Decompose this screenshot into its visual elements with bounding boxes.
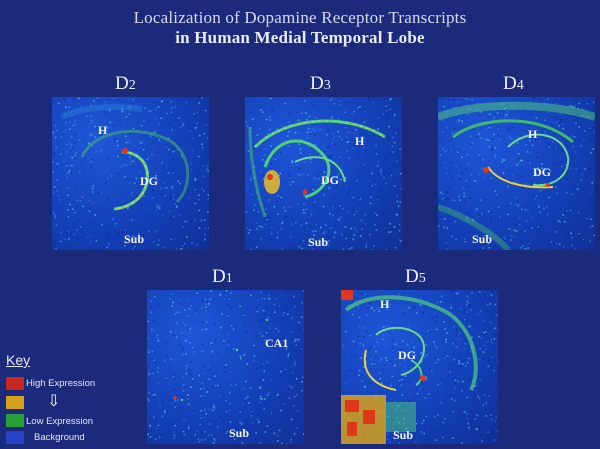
swatch-low-expression [6, 414, 24, 427]
key-title: Key [6, 352, 31, 368]
figure-title-line1: Localization of Dopamine Receptor Transc… [133, 8, 467, 27]
swatch-background [6, 431, 24, 444]
key-label-high-expression: High Expression [26, 378, 96, 389]
down-arrow-icon: ⇩ [47, 393, 61, 410]
panel-label-d1: D1 [212, 266, 233, 287]
label-ca1: CA1 [265, 336, 289, 350]
label-dentate-gyrus: DG [398, 348, 416, 362]
label-hippocampus: H [98, 123, 108, 137]
label-hippocampus: H [528, 127, 538, 141]
label-subiculum: Sub [124, 232, 145, 246]
figure-title-line2: in Human Medial Temporal Lobe [175, 28, 425, 47]
expression-map-d1 [147, 290, 304, 444]
label-hippocampus: H [380, 297, 390, 311]
expression-map-d4 [438, 97, 595, 250]
label-dentate-gyrus: DG [321, 173, 339, 187]
label-hippocampus: H [355, 134, 365, 148]
label-subiculum: Sub [472, 232, 493, 246]
swatch-medium-expression [6, 396, 24, 409]
expression-map-d2 [52, 97, 209, 250]
label-dentate-gyrus: DG [140, 174, 158, 188]
speckle-texture [147, 290, 304, 444]
label-dentate-gyrus: DG [533, 165, 551, 179]
key-label-low-expression: Low Expression [26, 416, 94, 427]
expression-map-d5 [341, 290, 498, 444]
autoradiograph-d5: H DG Sub [341, 290, 498, 444]
panel-label-d2: D2 [115, 73, 136, 94]
expression-map-d3 [245, 97, 402, 250]
color-key: Key High Expression Low Expression Backg… [4, 352, 154, 447]
speckle-texture [52, 97, 209, 250]
autoradiograph-d1: CA1 Sub [147, 290, 304, 444]
autoradiograph-d3: H DG Sub [245, 97, 402, 250]
speckle-texture [245, 97, 402, 250]
panel-label-d5: D5 [405, 266, 426, 287]
panel-label-d3: D3 [310, 73, 331, 94]
swatch-high-expression [6, 377, 24, 390]
label-subiculum: Sub [393, 428, 414, 442]
label-subiculum: Sub [308, 235, 329, 249]
label-subiculum: Sub [229, 426, 250, 440]
autoradiograph-d2: H DG Sub [52, 97, 209, 250]
autoradiograph-d4: H DG Sub [438, 97, 595, 250]
key-label-background: Background [34, 432, 85, 443]
panel-label-d4: D4 [503, 73, 524, 94]
